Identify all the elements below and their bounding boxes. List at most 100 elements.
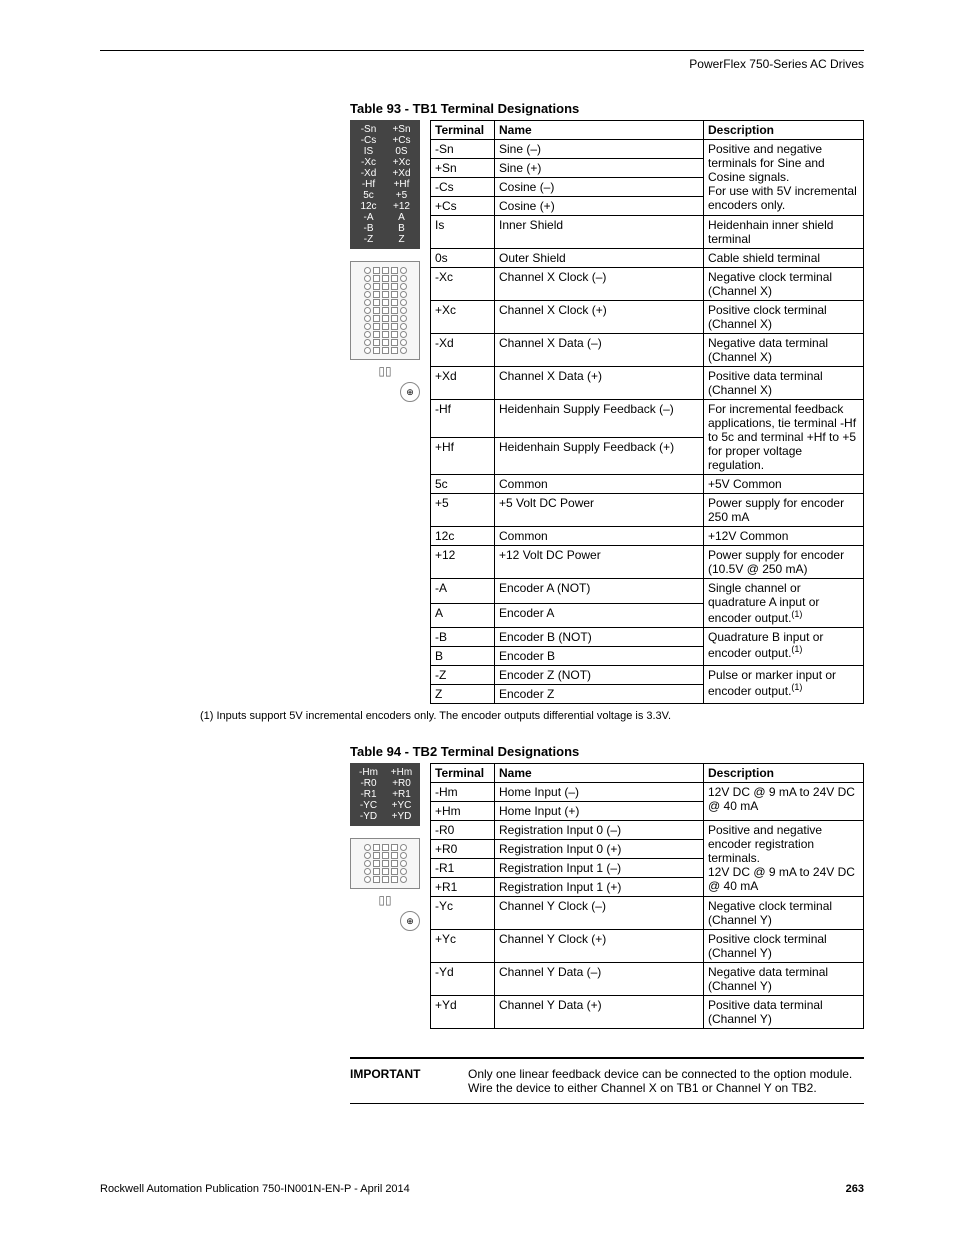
terminal-label: -Cs xyxy=(352,135,385,146)
table-row: -R0Registration Input 0 (–)Positive and … xyxy=(431,821,864,840)
cell-name: Channel X Data (+) xyxy=(495,367,704,400)
cell-terminal: -Yc xyxy=(431,897,495,930)
table-row: 12cCommon+12V Common xyxy=(431,527,864,546)
table-row: -ZEncoder Z (NOT)Pulse or marker input o… xyxy=(431,666,864,685)
cell-description: Positive data terminal (Channel Y) xyxy=(704,996,864,1029)
table-row: 0sOuter ShieldCable shield terminal xyxy=(431,249,864,268)
cell-terminal: +Hm xyxy=(431,802,495,821)
cell-description: Heidenhain inner shield terminal xyxy=(704,216,864,249)
cell-name: Channel Y Clock (+) xyxy=(495,930,704,963)
cell-name: Heidenhain Supply Feedback (–) xyxy=(495,400,704,438)
footer-pub: Rockwell Automation Publication 750-IN00… xyxy=(100,1183,410,1195)
cell-name: Encoder A (NOT) xyxy=(495,579,704,604)
table-row: -HmHome Input (–)12V DC @ 9 mA to 24V DC… xyxy=(431,783,864,802)
cell-description: Negative clock terminal (Channel X) xyxy=(704,268,864,301)
terminal-label: -YD xyxy=(352,811,385,822)
cell-name: Outer Shield xyxy=(495,249,704,268)
cell-name: Common xyxy=(495,527,704,546)
cell-terminal: -Hm xyxy=(431,783,495,802)
cell-terminal: +Yd xyxy=(431,996,495,1029)
terminal-label: +Sn xyxy=(385,124,418,135)
important-text: Only one linear feedback device can be c… xyxy=(468,1067,864,1095)
terminal-label: -R0 xyxy=(352,778,385,789)
th-terminal: Terminal xyxy=(431,764,495,783)
table-row: 5cCommon+5V Common xyxy=(431,475,864,494)
cell-terminal: Is xyxy=(431,216,495,249)
table-row: IsInner ShieldHeidenhain inner shield te… xyxy=(431,216,864,249)
table-row: +12+12 Volt DC PowerPower supply for enc… xyxy=(431,546,864,579)
tb2-illustration: -Hm+Hm-R0+R0-R1+R1-YC+YC-YD+YD ▯▯ ⊕ xyxy=(350,763,420,931)
terminal-label: -YC xyxy=(352,800,385,811)
cell-description: Pulse or marker input or encoder output.… xyxy=(704,666,864,704)
cell-terminal: +Hf xyxy=(431,437,495,475)
cell-name: Encoder Z xyxy=(495,685,704,704)
terminal-label: +Hf xyxy=(385,179,418,190)
th-description: Description xyxy=(704,764,864,783)
cell-name: Encoder B xyxy=(495,647,704,666)
th-description: Description xyxy=(704,121,864,140)
cell-name: +5 Volt DC Power xyxy=(495,494,704,527)
cell-terminal: -Z xyxy=(431,666,495,685)
cell-terminal: -Xd xyxy=(431,334,495,367)
tb1-illustration: -Sn+Sn-Cs+CsIS0S-Xc+Xc-Xd+Xd-Hf+Hf5c+512… xyxy=(350,120,420,402)
cell-terminal: +Xc xyxy=(431,301,495,334)
terminal-label: -R1 xyxy=(352,789,385,800)
terminal-label: Z xyxy=(385,234,418,245)
cell-description: Cable shield terminal xyxy=(704,249,864,268)
cell-name: Channel Y Data (–) xyxy=(495,963,704,996)
terminal-label: +Cs xyxy=(385,135,418,146)
header-product: PowerFlex 750-Series AC Drives xyxy=(100,57,864,71)
terminal-label: 12c xyxy=(352,201,385,212)
table-row: -YcChannel Y Clock (–)Negative clock ter… xyxy=(431,897,864,930)
cell-name: Heidenhain Supply Feedback (+) xyxy=(495,437,704,475)
cell-terminal: -R1 xyxy=(431,859,495,878)
cell-name: Home Input (–) xyxy=(495,783,704,802)
table-row: +YcChannel Y Clock (+)Positive clock ter… xyxy=(431,930,864,963)
cell-description: +12V Common xyxy=(704,527,864,546)
terminal-label: +YC xyxy=(385,800,418,811)
terminal-label: IS xyxy=(352,146,385,157)
cell-terminal: 0s xyxy=(431,249,495,268)
terminal-label: -Sn xyxy=(352,124,385,135)
cell-name: Registration Input 1 (–) xyxy=(495,859,704,878)
cell-name: Channel Y Clock (–) xyxy=(495,897,704,930)
cell-terminal: 5c xyxy=(431,475,495,494)
terminal-label: -A xyxy=(352,212,385,223)
cell-description: 12V DC @ 9 mA to 24V DC @ 40 mA xyxy=(704,783,864,821)
cell-terminal: -B xyxy=(431,628,495,647)
terminal-label: -Hm xyxy=(352,767,385,778)
cell-description: Positive data terminal (Channel X) xyxy=(704,367,864,400)
cell-terminal: -Cs xyxy=(431,178,495,197)
table-row: -HfHeidenhain Supply Feedback (–)For inc… xyxy=(431,400,864,438)
cell-description: Power supply for encoder 250 mA xyxy=(704,494,864,527)
cell-description: Negative data terminal (Channel Y) xyxy=(704,963,864,996)
cell-description: Single channel or quadrature A input or … xyxy=(704,579,864,628)
terminal-label: +R0 xyxy=(385,778,418,789)
table-row: +XcChannel X Clock (+)Positive clock ter… xyxy=(431,301,864,334)
cell-name: Channel X Clock (–) xyxy=(495,268,704,301)
cell-terminal: -Hf xyxy=(431,400,495,438)
cell-name: Encoder B (NOT) xyxy=(495,628,704,647)
cell-name: Registration Input 0 (+) xyxy=(495,840,704,859)
terminal-label: +5 xyxy=(385,190,418,201)
cell-terminal: +12 xyxy=(431,546,495,579)
top-rule xyxy=(100,50,864,51)
cell-terminal: +Cs xyxy=(431,197,495,216)
table-row: -XcChannel X Clock (–)Negative clock ter… xyxy=(431,268,864,301)
th-name: Name xyxy=(495,764,704,783)
cell-name: Channel X Data (–) xyxy=(495,334,704,367)
cell-terminal: -R0 xyxy=(431,821,495,840)
cell-description: Positive clock terminal (Channel Y) xyxy=(704,930,864,963)
cell-terminal: +R1 xyxy=(431,878,495,897)
cell-description: Positive and negative terminals for Sine… xyxy=(704,140,864,216)
terminal-label: B xyxy=(385,223,418,234)
cell-terminal: 12c xyxy=(431,527,495,546)
terminal-label: +Xd xyxy=(385,168,418,179)
terminal-label: A xyxy=(385,212,418,223)
cell-name: Sine (+) xyxy=(495,159,704,178)
terminal-label: -B xyxy=(352,223,385,234)
table93-title: Table 93 - TB1 Terminal Designations xyxy=(350,101,864,116)
footer-page: 263 xyxy=(846,1183,864,1195)
cell-name: Encoder Z (NOT) xyxy=(495,666,704,685)
cell-name: Home Input (+) xyxy=(495,802,704,821)
